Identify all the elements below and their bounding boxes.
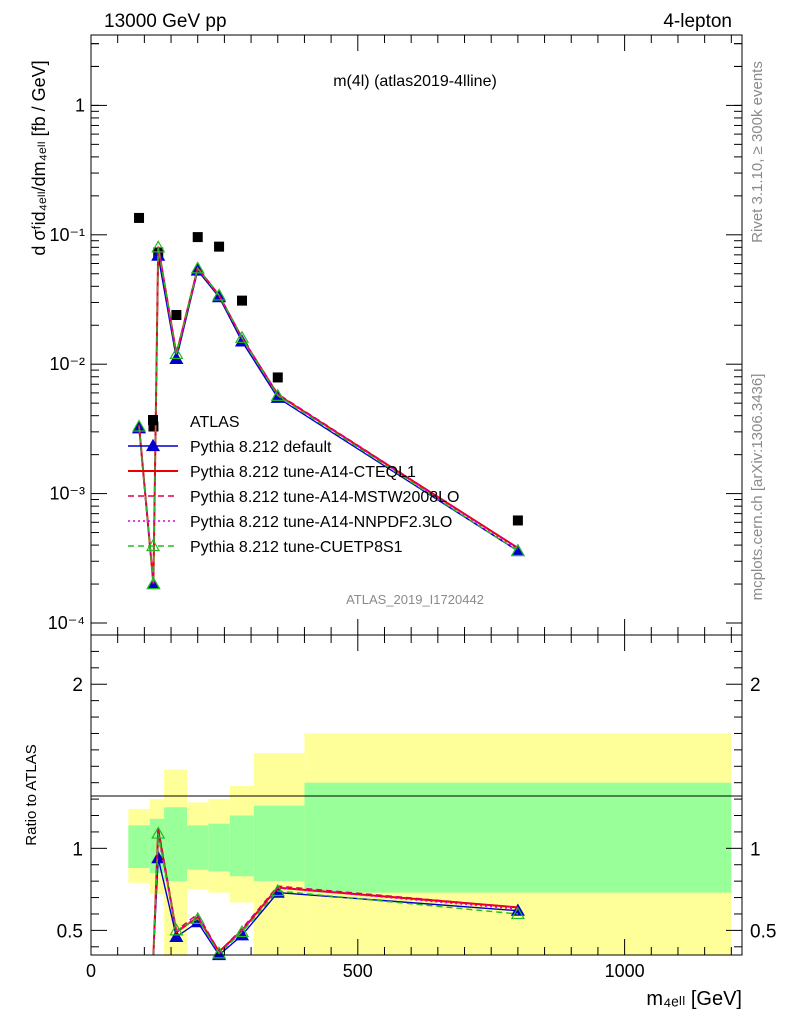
data-point — [190, 911, 205, 924]
data-point — [151, 240, 166, 253]
series-line — [152, 858, 518, 957]
y-tick-label: 10⁻² — [49, 354, 85, 374]
data-point — [146, 576, 161, 590]
data-point — [151, 826, 166, 839]
inner-band — [304, 782, 732, 893]
ratio-plot-panel: 0 500 1000 0.5 0.5 1 1 2 2 Ratio to ATLAS m₄ₑₗₗ … — [23, 634, 776, 1010]
data-point — [131, 419, 147, 432]
x-axis-label: m₄ₑₗₗ [GeV] — [646, 988, 742, 1010]
y-tick-label: 0.5 — [57, 921, 83, 942]
y-tick-label: 10⁻⁴ — [48, 613, 85, 633]
rivet-label: Rivet 3.1.10, ≥ 300k events — [749, 61, 766, 243]
legend-label: ATLAS — [190, 414, 240, 431]
legend-label: Pythia 8.212 tune-A14-NNPDF2.3LO — [190, 514, 452, 531]
y-tick-label: 10⁻¹ — [49, 225, 85, 245]
main-plot-frame — [90, 34, 743, 636]
data-point — [234, 330, 250, 343]
legend-label: Pythia 8.212 tune-A14-MSTW2008LO — [190, 489, 459, 506]
series-line — [152, 826, 518, 956]
legend-label: Pythia 8.212 tune-CUETP8S1 — [190, 539, 403, 556]
data-point — [272, 372, 283, 383]
y-tick-label: 2 — [72, 675, 83, 696]
data-point — [212, 946, 227, 959]
data-point — [510, 906, 525, 920]
series-line — [152, 835, 518, 956]
data-point — [234, 924, 250, 938]
data-point — [134, 212, 145, 223]
data-point — [214, 241, 225, 252]
data-point — [510, 543, 525, 557]
watermark-label: ATLAS_2019_I1720442 — [346, 592, 484, 607]
y-tick-label: 2 — [750, 675, 761, 696]
series-line — [152, 833, 518, 956]
main-y-axis-label: d σᶠid₄ₑₗₗ/dm₄ₑₗₗ [fb / GeV] — [29, 60, 49, 255]
x-tick-label: 500 — [343, 961, 373, 981]
ratio-plot-frame — [90, 634, 743, 956]
data-point — [270, 388, 285, 401]
data-point — [169, 346, 184, 360]
legend-label: Pythia 8.212 tune-A14-CTEQL1 — [190, 464, 416, 481]
y-tick-label: 10⁻³ — [49, 484, 85, 504]
uncertainty-bands — [128, 733, 732, 955]
x-tick-label: 0 — [86, 961, 96, 981]
data-point — [151, 850, 166, 864]
data-point — [169, 923, 184, 936]
data-point — [171, 310, 182, 321]
mcplots-label: mcplots.cern.ch [arXiv:1306.3436] — [749, 374, 766, 601]
y-tick-label: 0.5 — [750, 921, 776, 942]
y-tick-label: 1 — [750, 839, 761, 860]
inner-band — [128, 825, 150, 869]
ratio-y-axis-label: Ratio to ATLAS — [23, 744, 40, 845]
header-right-label: 4-lepton — [663, 11, 732, 32]
main-plot-panel: m(4l) (atlas2019-4lline) ATLAS_2019_I172… — [29, 34, 743, 636]
inner-band — [187, 825, 209, 870]
header-left-label: 13000 GeV pp — [104, 11, 227, 32]
inner-band — [229, 815, 254, 877]
legend-label: Pythia 8.212 default — [190, 439, 332, 456]
data-point — [212, 288, 227, 301]
data-point — [145, 538, 161, 552]
x-tick-label: 1000 — [605, 961, 645, 981]
main-axis-ticks: 10⁻⁴ 10⁻³ 10⁻² 10⁻¹ 1 — [48, 35, 742, 635]
data-point — [270, 883, 285, 897]
data-point — [192, 232, 203, 243]
main-series-layer — [131, 212, 525, 590]
data-point — [169, 929, 184, 943]
ratio-series-layer — [151, 826, 525, 961]
inner-band — [164, 807, 188, 882]
inner-band — [253, 805, 305, 882]
data-point — [148, 421, 159, 432]
data-point — [237, 295, 248, 306]
ratio-axis-ticks: 0 500 1000 0.5 0.5 1 1 2 2 — [57, 635, 776, 981]
data-point — [190, 261, 205, 274]
inner-band — [208, 823, 230, 872]
legend-marker — [148, 415, 158, 425]
legend: ATLAS Pythia 8.212 default Pythia 8.212 tu… — [128, 414, 459, 556]
plot-title: m(4l) (atlas2019-4lline) — [333, 73, 497, 90]
y-tick-label: 1 — [75, 95, 85, 115]
y-tick-label: 1 — [72, 839, 83, 860]
data-point — [145, 438, 161, 452]
data-point — [512, 515, 523, 526]
